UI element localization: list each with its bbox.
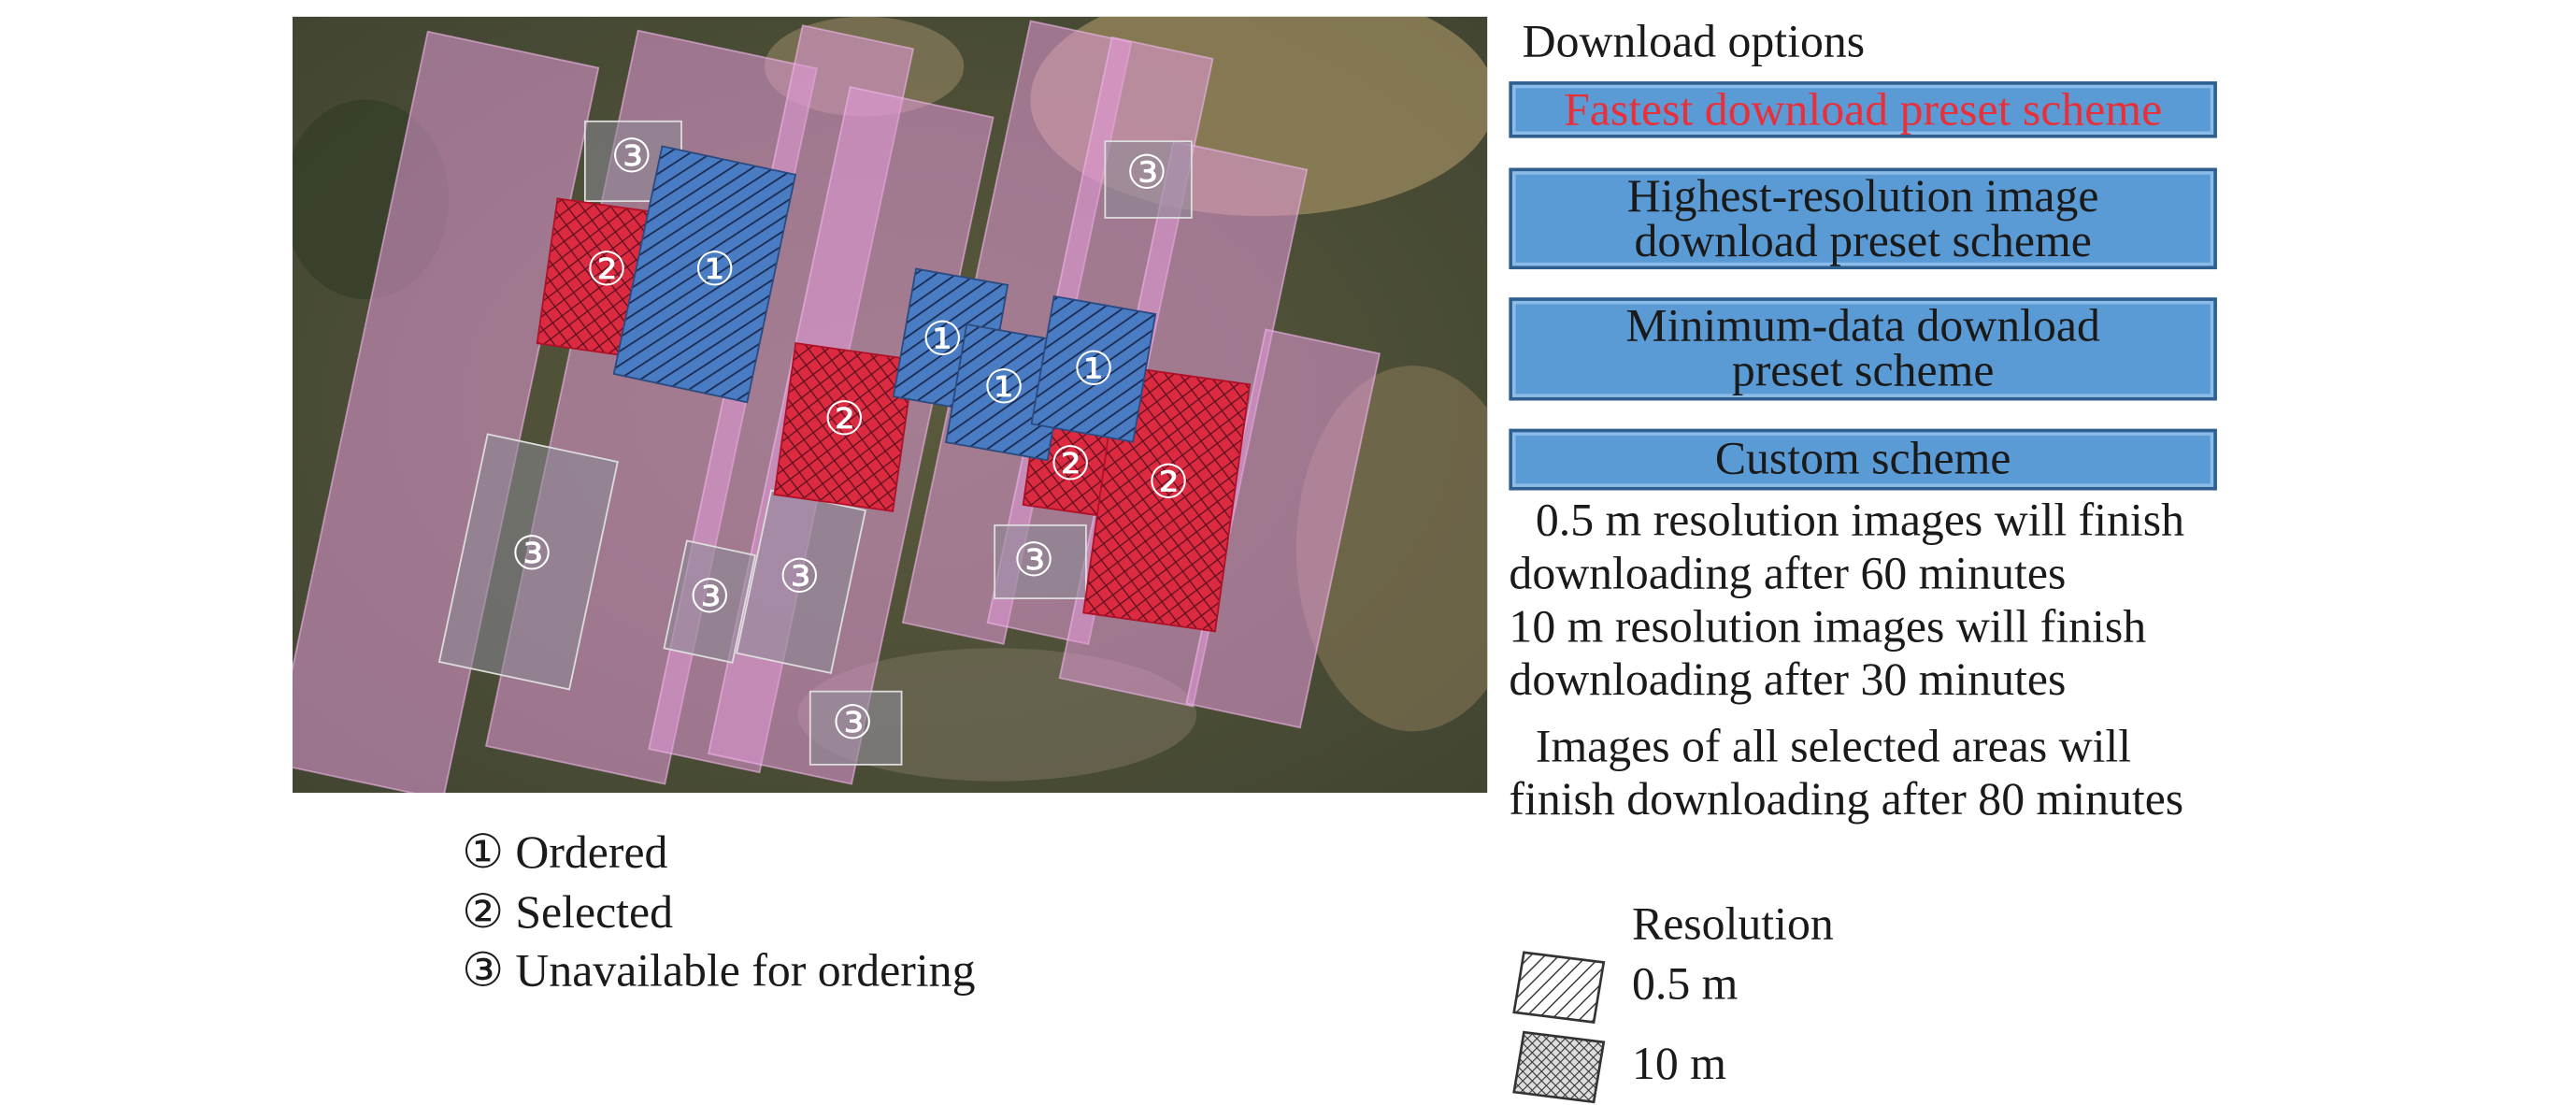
map-marker: ② [1148, 456, 1190, 508]
preset-button[interactable]: Custom scheme [1509, 428, 2217, 491]
resolution-item: 10 m [1631, 1039, 1726, 1091]
selected-cell [773, 342, 915, 512]
unavailable-cell [437, 433, 619, 691]
map-marker: ② [1050, 438, 1092, 490]
map-marker: ② [823, 394, 866, 445]
preset-button[interactable]: Highest-resolution image download preset… [1509, 167, 2217, 270]
coverage-strip [292, 30, 600, 794]
map-marker: ③ [1126, 148, 1168, 199]
panel-title: Download options [1522, 16, 1866, 68]
preset-button[interactable]: Fastest download preset scheme [1509, 81, 2217, 138]
map-marker: ③ [610, 131, 652, 182]
unavailable-cell [663, 539, 756, 664]
preset-button[interactable]: Minimum-data download preset scheme [1509, 297, 2217, 401]
swatch [1512, 1030, 1606, 1104]
map-marker: ③ [1013, 535, 1055, 586]
map-marker: ③ [689, 571, 731, 623]
info-text: 0.5 m resolution images will finish down… [1509, 495, 2185, 600]
map-marker: ③ [511, 528, 553, 580]
map-marker: ③ [832, 697, 874, 749]
resolution-title: Resolution [1631, 898, 1834, 952]
resolution-swatches [1512, 951, 1606, 1104]
map-marker: ① [983, 362, 1025, 413]
map-marker: ③ [779, 552, 821, 603]
map-marker: ② [586, 244, 628, 295]
ordered-cell [1030, 294, 1157, 443]
resolution-item: 0.5 m [1631, 958, 1739, 1012]
legend-item: ② Selected [462, 887, 674, 940]
map-marker: ① [1073, 343, 1115, 395]
info-text: 10 m resolution images will finish downl… [1509, 601, 2147, 707]
ordered-cell [612, 145, 797, 404]
map-marker: ① [694, 244, 736, 295]
info-text: Images of all selected areas will finish… [1509, 721, 2184, 826]
unavailable-cell [1104, 140, 1193, 219]
legend-item: ③ Unavailable for ordering [462, 945, 976, 997]
legend-item: ① Ordered [462, 827, 668, 880]
cells [437, 120, 1252, 766]
map-marker: ① [922, 313, 964, 365]
unavailable-cell [994, 524, 1087, 599]
unavailable-cell [809, 690, 903, 766]
swatch [1512, 951, 1606, 1024]
